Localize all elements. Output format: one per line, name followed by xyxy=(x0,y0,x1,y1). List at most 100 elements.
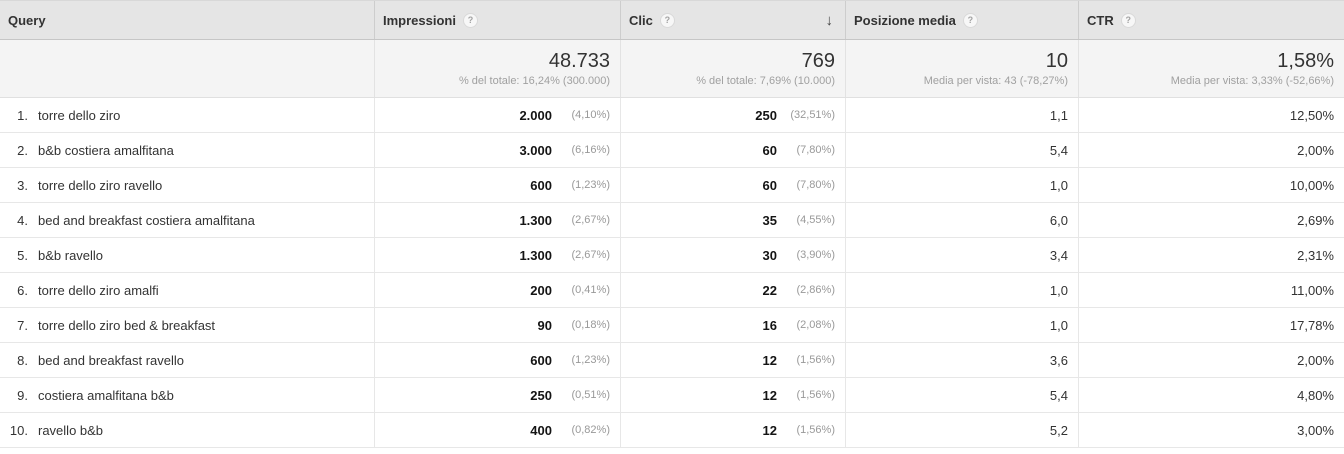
row-rank: 10. xyxy=(9,422,28,438)
avg-position-value: 5,4 xyxy=(1049,387,1068,403)
row-rank: 2. xyxy=(17,142,28,158)
clicks-percent: (2,86%) xyxy=(796,284,835,296)
ctr-value: 3,00% xyxy=(1297,422,1334,438)
help-icon[interactable]: ? xyxy=(462,12,478,28)
impressions-cell: 200 (0,41%) xyxy=(374,273,620,307)
impressions-value: 600 xyxy=(530,352,552,368)
clicks-value: 12 xyxy=(762,387,777,403)
header-avg-position[interactable]: Posizione media ? xyxy=(845,1,1078,39)
clicks-percent: (7,80%) xyxy=(796,179,835,191)
clicks-percent: (3,90%) xyxy=(796,249,835,261)
impressions-value: 400 xyxy=(530,422,552,438)
help-icon[interactable]: ? xyxy=(659,12,675,28)
row-rank: 3. xyxy=(17,177,28,193)
header-query[interactable]: Query xyxy=(0,1,374,39)
impressions-percent: (0,41%) xyxy=(571,284,610,296)
avg-position-value: 6,0 xyxy=(1049,212,1068,228)
avg-position-cell: 3,6 xyxy=(845,343,1078,377)
clicks-value: 22 xyxy=(762,282,777,298)
clicks-cell: 35 (4,55%) xyxy=(620,203,845,237)
avg-position-cell: 1,0 xyxy=(845,308,1078,342)
avg-position-value: 1,0 xyxy=(1049,177,1068,193)
clicks-cell: 30 (3,90%) xyxy=(620,238,845,272)
query-text: torre dello ziro xyxy=(38,107,121,123)
clicks-value: 250 xyxy=(755,107,777,123)
impressions-percent: (2,67%) xyxy=(571,249,610,261)
clicks-cell: 60 (7,80%) xyxy=(620,168,845,202)
ctr-cell: 10,00% xyxy=(1078,168,1344,202)
table-row: 6. torre dello ziro amalfi 200 (0,41%) 2… xyxy=(0,273,1344,308)
sort-descending-icon[interactable]: ↓ xyxy=(825,11,834,29)
impressions-value: 3.000 xyxy=(519,142,552,158)
clicks-cell: 12 (1,56%) xyxy=(620,413,845,447)
table-row: 5. b&b ravello 1.300 (2,67%) 30 (3,90%) … xyxy=(0,238,1344,273)
query-text: torre dello ziro bed & breakfast xyxy=(38,317,216,333)
impressions-cell: 600 (1,23%) xyxy=(374,168,620,202)
table-row: 8. bed and breakfast ravello 600 (1,23%)… xyxy=(0,343,1344,378)
query-cell: 4. bed and breakfast costiera amalfitana xyxy=(0,203,374,237)
header-ctr[interactable]: CTR ? xyxy=(1078,1,1344,39)
ctr-value: 2,31% xyxy=(1297,247,1334,263)
impressions-value: 200 xyxy=(530,282,552,298)
clicks-percent: (1,56%) xyxy=(796,389,835,401)
ctr-cell: 3,00% xyxy=(1078,413,1344,447)
impressions-value: 600 xyxy=(530,177,552,193)
avg-position-cell: 6,0 xyxy=(845,203,1078,237)
impressions-value: 1.300 xyxy=(519,212,552,228)
ctr-cell: 2,00% xyxy=(1078,133,1344,167)
totals-ctr-value: 1,58% xyxy=(1277,50,1334,72)
table-row: 2. b&b costiera amalfitana 3.000 (6,16%)… xyxy=(0,133,1344,168)
impressions-percent: (1,23%) xyxy=(571,354,610,366)
ctr-value: 17,78% xyxy=(1289,317,1334,333)
impressions-cell: 600 (1,23%) xyxy=(374,343,620,377)
impressions-cell: 1.300 (2,67%) xyxy=(374,238,620,272)
table-row: 7. torre dello ziro bed & breakfast 90 (… xyxy=(0,308,1344,343)
query-text: torre dello ziro ravello xyxy=(38,177,163,193)
header-clicks[interactable]: Clic ? ↓ xyxy=(620,1,845,39)
ctr-value: 11,00% xyxy=(1290,282,1334,298)
row-rank: 5. xyxy=(17,247,28,263)
query-text: bed and breakfast costiera amalfitana xyxy=(38,212,255,228)
query-text: b&b costiera amalfitana xyxy=(38,142,174,158)
ctr-value: 2,69% xyxy=(1297,212,1334,228)
ctr-value: 2,00% xyxy=(1297,352,1334,368)
totals-clicks-value: 769 xyxy=(801,50,835,72)
help-icon[interactable]: ? xyxy=(962,12,978,28)
row-rank: 4. xyxy=(17,212,28,228)
header-query-label: Query xyxy=(8,12,46,28)
table-body: 1. torre dello ziro 2.000 (4,10%) 250 (3… xyxy=(0,98,1344,448)
query-cell: 6. torre dello ziro amalfi xyxy=(0,273,374,307)
query-cell: 3. torre dello ziro ravello xyxy=(0,168,374,202)
totals-clicks-cell: 769 % del totale: 7,69% (10.000) xyxy=(620,40,845,97)
avg-position-value: 3,6 xyxy=(1049,352,1068,368)
impressions-percent: (0,82%) xyxy=(571,424,610,436)
query-cell: 8. bed and breakfast ravello xyxy=(0,343,374,377)
clicks-value: 35 xyxy=(762,212,777,228)
impressions-percent: (0,51%) xyxy=(571,389,610,401)
header-avg-position-label: Posizione media xyxy=(854,12,956,28)
query-cell: 7. torre dello ziro bed & breakfast xyxy=(0,308,374,342)
table-row: 1. torre dello ziro 2.000 (4,10%) 250 (3… xyxy=(0,98,1344,133)
clicks-value: 12 xyxy=(762,352,777,368)
ctr-cell: 4,80% xyxy=(1078,378,1344,412)
query-text: torre dello ziro amalfi xyxy=(38,282,159,298)
clicks-value: 60 xyxy=(762,142,777,158)
avg-position-value: 3,4 xyxy=(1049,247,1068,263)
ctr-cell: 11,00% xyxy=(1078,273,1344,307)
clicks-value: 12 xyxy=(762,422,777,438)
totals-query-cell xyxy=(0,40,374,97)
clicks-cell: 12 (1,56%) xyxy=(620,378,845,412)
header-impressions[interactable]: Impressioni ? xyxy=(374,1,620,39)
clicks-cell: 16 (2,08%) xyxy=(620,308,845,342)
clicks-cell: 250 (32,51%) xyxy=(620,98,845,132)
query-cell: 1. torre dello ziro xyxy=(0,98,374,132)
impressions-percent: (0,18%) xyxy=(571,319,610,331)
clicks-percent: (2,08%) xyxy=(796,319,835,331)
ctr-value: 4,80% xyxy=(1297,387,1334,403)
avg-position-value: 5,4 xyxy=(1049,142,1068,158)
ctr-cell: 2,00% xyxy=(1078,343,1344,377)
clicks-percent: (32,51%) xyxy=(790,109,835,121)
help-icon[interactable]: ? xyxy=(1120,12,1136,28)
clicks-cell: 60 (7,80%) xyxy=(620,133,845,167)
